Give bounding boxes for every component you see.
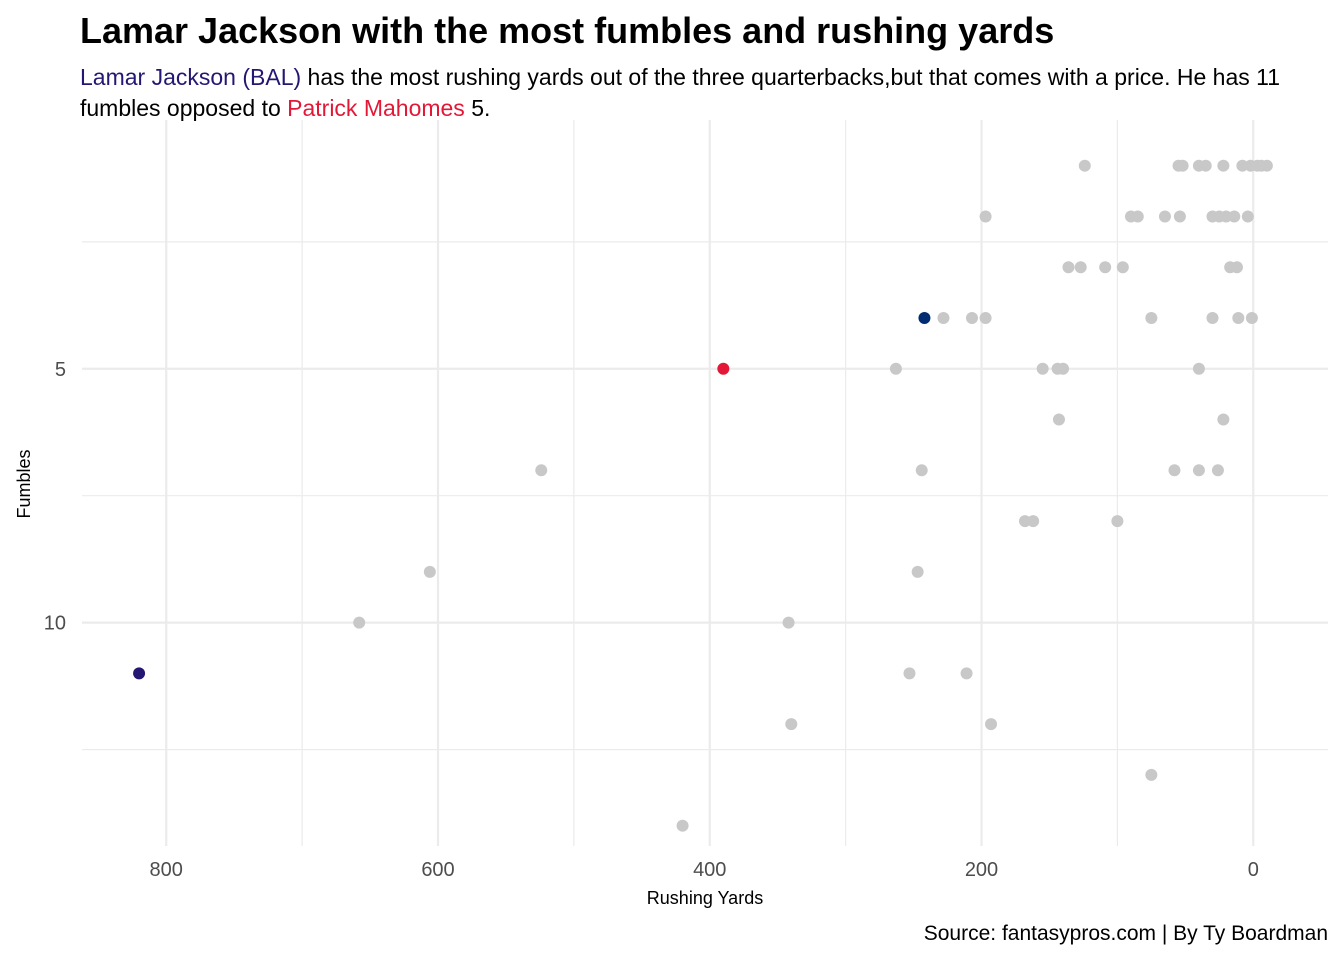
- data-point: [960, 667, 973, 680]
- data-point: [1199, 159, 1212, 172]
- data-point: [1176, 159, 1189, 172]
- x-tick-label: 800: [150, 859, 183, 881]
- subtitle-text-2: 5.: [464, 95, 491, 121]
- data-point: [1111, 515, 1124, 528]
- data-point: [1232, 312, 1245, 324]
- data-point: [423, 565, 436, 578]
- data-point: [1241, 210, 1254, 223]
- chart-subtitle: Lamar Jackson (BAL) has the most rushing…: [80, 62, 1320, 124]
- data-point: [1027, 515, 1040, 528]
- data-point: [979, 312, 992, 324]
- data-point: [1192, 362, 1205, 375]
- data-point: [889, 362, 902, 375]
- data-point: [1168, 464, 1181, 477]
- data-point-highlighted: [717, 362, 730, 375]
- data-point: [937, 312, 950, 324]
- data-point: [1211, 464, 1224, 477]
- chart-title: Lamar Jackson with the most fumbles and …: [80, 10, 1055, 51]
- data-point: [1260, 159, 1273, 172]
- data-point: [1173, 210, 1186, 223]
- data-point: [1116, 261, 1129, 274]
- data-point: [915, 464, 928, 477]
- y-axis-title: Fumbles: [14, 449, 34, 518]
- data-point: [676, 819, 689, 832]
- data-point: [353, 616, 366, 629]
- y-axis-ticks: 5 10: [44, 359, 66, 635]
- data-point-highlighted: [133, 667, 146, 680]
- data-point: [1062, 261, 1075, 274]
- data-point: [1052, 413, 1065, 426]
- data-point: [979, 210, 992, 223]
- x-tick-label: 0: [1248, 859, 1259, 881]
- x-tick-label: 200: [965, 859, 998, 881]
- data-point: [1099, 261, 1112, 274]
- data-point: [966, 312, 978, 324]
- data-point: [782, 616, 795, 629]
- data-point: [1245, 312, 1258, 324]
- subtitle-highlight-lamar-jackson: Lamar Jackson (BAL): [80, 64, 302, 90]
- data-point: [1078, 159, 1091, 172]
- data-point: [903, 667, 916, 680]
- data-point: [1074, 261, 1087, 274]
- x-axis-ticks: 800 600 400 200 0: [150, 859, 1259, 881]
- grid-major: [82, 120, 1328, 846]
- data-point: [1145, 312, 1158, 324]
- y-tick-label: 5: [55, 359, 66, 381]
- grid-minor: [82, 120, 1328, 846]
- data-point: [1145, 768, 1158, 781]
- data-point: [1131, 210, 1144, 223]
- data-point: [1217, 159, 1230, 172]
- data-point: [1230, 261, 1243, 274]
- data-point: [1158, 210, 1171, 223]
- data-point: [985, 718, 998, 731]
- x-tick-label: 600: [421, 859, 454, 881]
- data-points: [133, 159, 1273, 832]
- subtitle-text-1: has the most rushing yards out of the th…: [80, 64, 1281, 121]
- data-point: [1228, 210, 1241, 223]
- data-point: [785, 718, 798, 731]
- data-point: [1036, 362, 1049, 375]
- data-point: [911, 565, 924, 578]
- x-tick-label: 400: [693, 859, 726, 881]
- x-axis-title: Rushing Yards: [647, 888, 763, 908]
- data-point: [535, 464, 548, 477]
- data-point-highlighted: [918, 312, 931, 324]
- chart-caption: Source: fantasypros.com | By Ty Boardman: [923, 922, 1328, 945]
- data-point: [1057, 362, 1070, 375]
- y-tick-label: 10: [44, 613, 66, 635]
- data-point: [1217, 413, 1230, 426]
- data-point: [1206, 312, 1219, 324]
- subtitle-highlight-patrick-mahomes: Patrick Mahomes: [287, 95, 465, 121]
- data-point: [1192, 464, 1205, 477]
